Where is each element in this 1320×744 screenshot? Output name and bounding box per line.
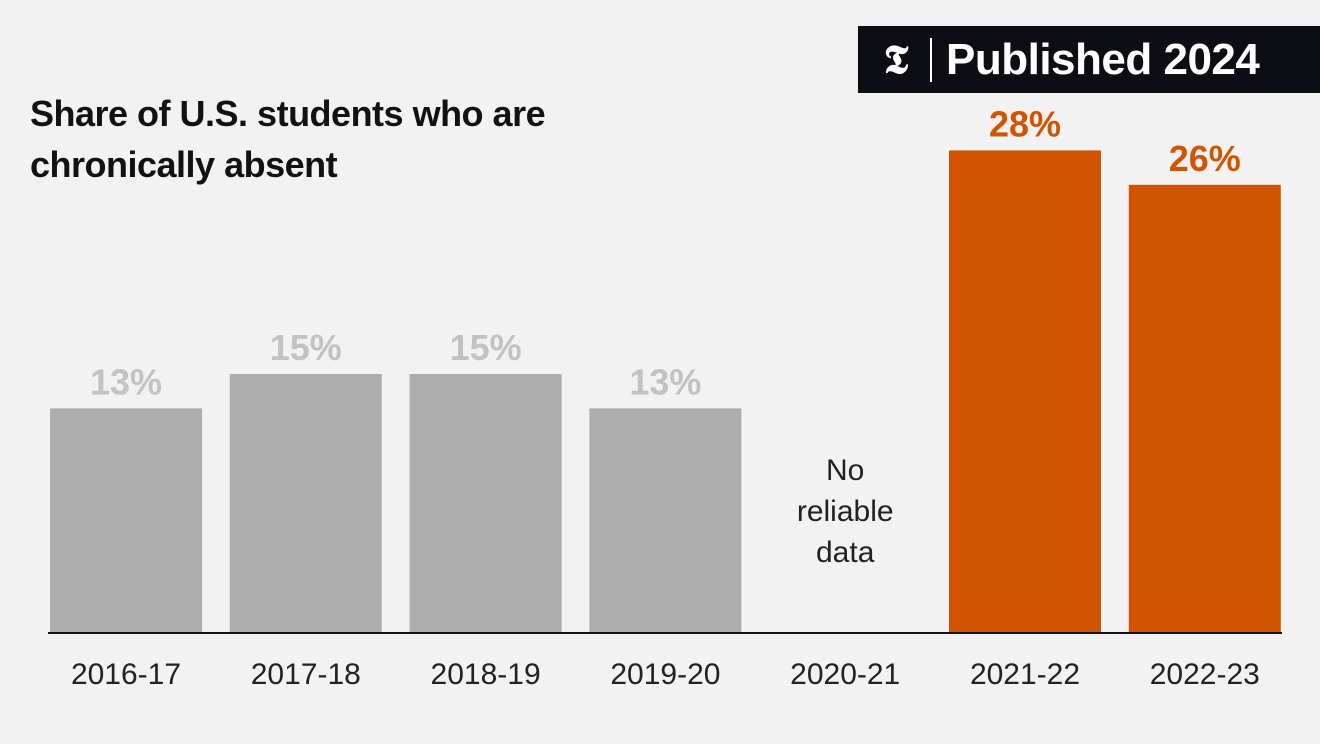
value-label-2018-19: 15% xyxy=(450,327,522,368)
x-tick-label-2020-21: 2020-21 xyxy=(790,658,900,691)
x-tick-label-2019-20: 2019-20 xyxy=(610,658,720,691)
nyt-logo-icon: 𝕿 xyxy=(883,36,909,83)
chart-title: Share of U.S. students who are chronical… xyxy=(30,93,546,185)
missing-data-note-line: reliable xyxy=(797,495,894,528)
missing-data-note-line: data xyxy=(816,536,875,569)
bar-2019-20 xyxy=(589,408,742,632)
x-tick-label-2018-19: 2018-19 xyxy=(431,658,541,691)
bar-2016-17 xyxy=(50,408,202,632)
value-label-2016-17: 13% xyxy=(90,361,162,402)
bars-layer xyxy=(50,150,1281,633)
x-tick-label-2016-17: 2016-17 xyxy=(71,658,181,691)
bar-2021-22 xyxy=(949,150,1101,632)
value-label-2019-20: 13% xyxy=(629,361,701,402)
value-label-2017-18: 15% xyxy=(270,327,342,368)
badge-divider xyxy=(930,37,932,82)
x-tick-label-2022-23: 2022-23 xyxy=(1150,658,1260,691)
x-tick-label-2021-22: 2021-22 xyxy=(970,658,1080,691)
missing-data-note-line: No xyxy=(826,454,864,487)
bar-2022-23 xyxy=(1128,184,1281,633)
value-label-2021-22: 28% xyxy=(989,103,1061,144)
bar-2018-19 xyxy=(409,374,562,632)
x-tick-label-2017-18: 2017-18 xyxy=(251,658,361,691)
value-labels-layer: 13% 15% 15% 13% 28% 26% xyxy=(90,103,1241,402)
published-badge: 𝕿 Published 2024 xyxy=(858,26,1320,93)
x-tick-labels-layer: 2016-17 2017-18 2018-19 2019-20 2020-21 2021-… xyxy=(71,658,1260,691)
published-year-label: Published 2024 xyxy=(946,34,1260,84)
missing-data-note: No reliable data xyxy=(797,454,894,569)
value-label-2022-23: 26% xyxy=(1169,138,1241,179)
bar-2017-18 xyxy=(229,374,382,632)
